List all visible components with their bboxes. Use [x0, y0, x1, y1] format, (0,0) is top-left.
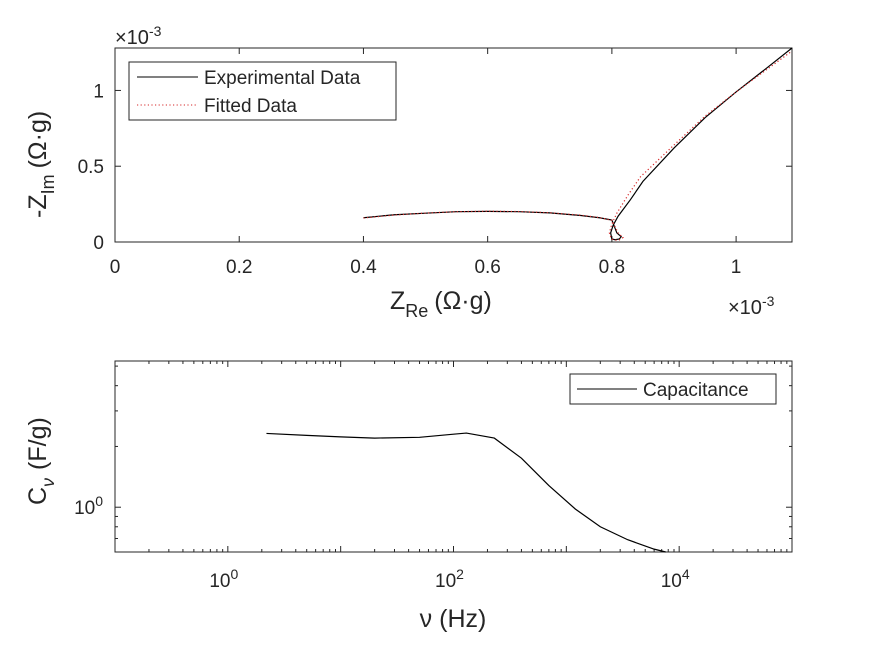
series-line-capacitance	[266, 432, 666, 553]
capacitance-x-label: ν (Hz)	[420, 605, 487, 633]
x-tick-label: 0.2	[226, 257, 252, 278]
nyquist-y-ticks: 00.51	[78, 81, 792, 254]
y-tick-label: 1	[93, 81, 104, 102]
x-tick-label: 0.4	[350, 257, 377, 278]
nyquist-plot: 0 0.2 0.4 0.6 0.8 1 00.51 ×10-3 ×10-3 ZRe (Ω·g…	[24, 23, 793, 321]
series-line-experimental	[363, 47, 793, 241]
capacitance-y-label: Cν(F/g)	[24, 417, 58, 505]
x-tick-label: 100	[209, 566, 238, 592]
capacitance-legend: Capacitance	[569, 373, 777, 405]
nyquist-x-exponent: ×10-3	[728, 293, 775, 319]
x-tick-label: 0	[110, 257, 121, 278]
x-tick-label: 0.6	[474, 257, 500, 278]
nyquist-legend-box	[128, 61, 397, 121]
nyquist-y-exponent: ×10-3	[115, 23, 162, 49]
legend-label-fitted: Fitted Data	[204, 96, 297, 117]
nyquist-x-label: ZRe (Ω·g)	[390, 287, 492, 321]
series-line-fitted	[363, 50, 793, 241]
y-tick-label: 0	[93, 233, 104, 254]
legend-label-capacitance: Capacitance	[643, 380, 749, 401]
nyquist-legend: Experimental Data Fitted Data	[128, 61, 397, 121]
y-tick-label: 0.5	[78, 157, 104, 178]
capacitance-y-ticks: 100	[74, 365, 792, 553]
nyquist-y-label: -ZIm(Ω·g)	[24, 111, 58, 218]
capacitance-x-ticks: 100 102 104	[114, 361, 788, 592]
capacitance-series	[266, 432, 666, 553]
x-tick-label: 102	[435, 566, 464, 592]
capacitance-plot: 100 102 104 100 ν (Hz) Cν(F/g) Capacitance	[24, 360, 793, 633]
y-tick-label: 100	[74, 493, 103, 519]
nyquist-x-ticks: 0 0.2 0.4 0.6 0.8 1	[110, 48, 742, 278]
x-tick-label: 0.8	[599, 257, 625, 278]
legend-label-experimental: Experimental Data	[204, 68, 361, 89]
x-tick-label: 1	[731, 257, 742, 278]
x-tick-label: 104	[661, 566, 690, 592]
nyquist-series	[363, 47, 793, 241]
